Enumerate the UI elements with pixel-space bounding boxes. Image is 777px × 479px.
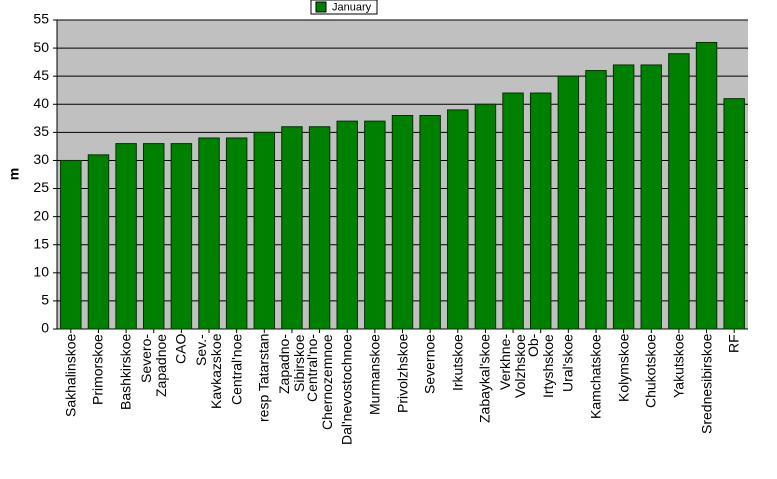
- x-tick-label: Irkutskoe: [449, 334, 466, 391]
- bar: [612, 64, 635, 330]
- bar: [308, 126, 331, 330]
- x-tick-label: CAO: [172, 334, 189, 365]
- bar: [225, 137, 248, 330]
- x-tick-label: Kolymskoe: [615, 334, 632, 403]
- x-tick-label: Bashkirskoe: [117, 334, 134, 411]
- x-tick-label: RF: [725, 334, 742, 353]
- bar: [502, 92, 524, 330]
- bar: [391, 115, 414, 330]
- y-tick-label: 50: [33, 39, 49, 55]
- x-tick-label: Severo- Zapadnoe: [137, 334, 169, 398]
- bar: [668, 53, 690, 330]
- y-tick-label: 40: [33, 95, 49, 111]
- y-tick-label: 55: [33, 11, 49, 27]
- x-tick-label: resp Tatarstan: [255, 334, 272, 423]
- x-tick-label: Central'no- Chernozemnoe: [303, 334, 335, 430]
- bar: [474, 103, 497, 330]
- x-tick-label: Kamchatskoe: [587, 334, 604, 419]
- y-tick-label: 25: [33, 179, 49, 195]
- x-tick-label: Zapadno- Sibirskoe: [275, 334, 307, 394]
- x-tick-label: Ob- Irtyshskoe: [524, 334, 556, 398]
- bar: [419, 115, 441, 330]
- y-axis-label: m: [6, 168, 22, 180]
- x-tick-label: Dal'nevostochnoe: [338, 334, 355, 445]
- bar: [143, 143, 165, 330]
- x-tick-label: Chukotskoe: [642, 334, 659, 408]
- bar: [336, 120, 358, 330]
- bar: [253, 131, 276, 330]
- y-tick-label: 35: [33, 123, 49, 139]
- y-tick-label: 15: [33, 235, 49, 251]
- bar: [87, 154, 110, 330]
- x-tick-label: Srednesibirskoe: [698, 334, 715, 435]
- x-tick-label: Murmanskoe: [366, 334, 383, 415]
- bar: [585, 70, 607, 330]
- bar: [529, 92, 552, 330]
- y-tick-label: 5: [41, 292, 49, 308]
- bar: [557, 75, 580, 330]
- y-tick-label: 10: [33, 264, 49, 280]
- x-tick-label: Sev.- Kavkazskoe: [193, 334, 225, 410]
- bar: [198, 137, 220, 330]
- y-tick-label: 20: [33, 207, 49, 223]
- y-tick-label: 0: [41, 320, 49, 336]
- bar: [60, 159, 82, 330]
- x-tick-label: Central'noe: [228, 334, 245, 406]
- bar: [115, 143, 137, 330]
- bar: [695, 41, 718, 330]
- x-tick-label: Sakhalinskoe: [62, 334, 79, 418]
- x-tick-label: Severnoe: [421, 334, 438, 394]
- y-tick-label: 45: [33, 67, 49, 83]
- x-tick-label: Yakutskoe: [670, 334, 687, 399]
- bar: [447, 109, 469, 330]
- legend-swatch: [315, 1, 327, 13]
- legend-box: [310, 0, 378, 15]
- y-tick-label: 30: [33, 151, 49, 167]
- bar: [723, 98, 745, 330]
- x-tick-label: Ural'skoe: [559, 334, 576, 392]
- bar: [640, 64, 662, 330]
- x-tick-label: Zabaykal'skoe: [476, 334, 493, 424]
- x-tick-label: Verkhne- Volzhskoe: [497, 334, 529, 398]
- bar: [281, 126, 303, 330]
- x-tick-label: Primorskoe: [89, 334, 106, 405]
- bar: [170, 143, 193, 330]
- x-tick-label: Privolzhskoe: [394, 334, 410, 414]
- bar: [364, 120, 386, 330]
- legend-label: January: [332, 1, 372, 13]
